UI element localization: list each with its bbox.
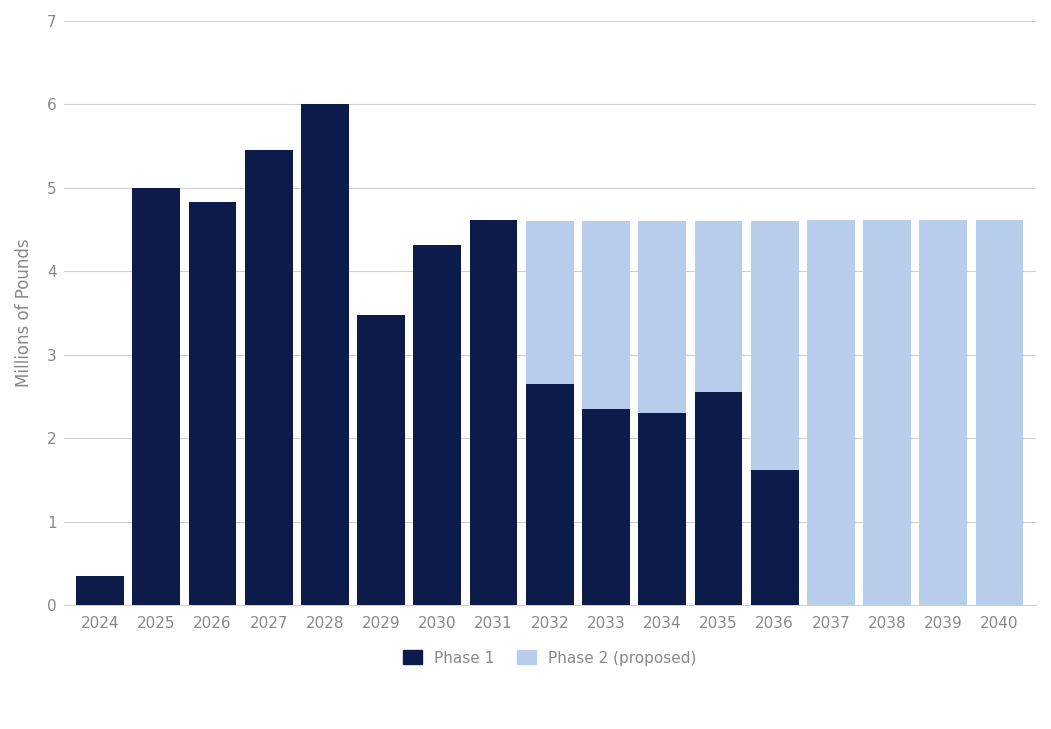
Bar bbox=[695, 392, 742, 605]
Bar bbox=[301, 104, 349, 605]
Bar bbox=[526, 384, 574, 605]
Bar bbox=[582, 409, 630, 605]
Bar bbox=[920, 219, 967, 605]
Bar bbox=[750, 469, 799, 605]
Bar bbox=[357, 315, 405, 605]
Bar bbox=[77, 576, 124, 605]
Bar bbox=[638, 221, 686, 413]
Bar bbox=[750, 221, 799, 469]
Bar bbox=[188, 202, 236, 605]
Bar bbox=[526, 221, 574, 384]
Bar bbox=[638, 413, 686, 605]
Bar bbox=[413, 244, 461, 605]
Legend: Phase 1, Phase 2 (proposed): Phase 1, Phase 2 (proposed) bbox=[396, 643, 704, 673]
Bar bbox=[863, 219, 911, 605]
Bar bbox=[695, 221, 742, 392]
Bar bbox=[807, 219, 854, 605]
Bar bbox=[975, 219, 1024, 605]
Bar bbox=[470, 219, 517, 605]
Bar bbox=[245, 150, 292, 605]
Y-axis label: Millions of Pounds: Millions of Pounds bbox=[15, 238, 33, 387]
Bar bbox=[582, 221, 630, 409]
Bar bbox=[132, 188, 180, 605]
